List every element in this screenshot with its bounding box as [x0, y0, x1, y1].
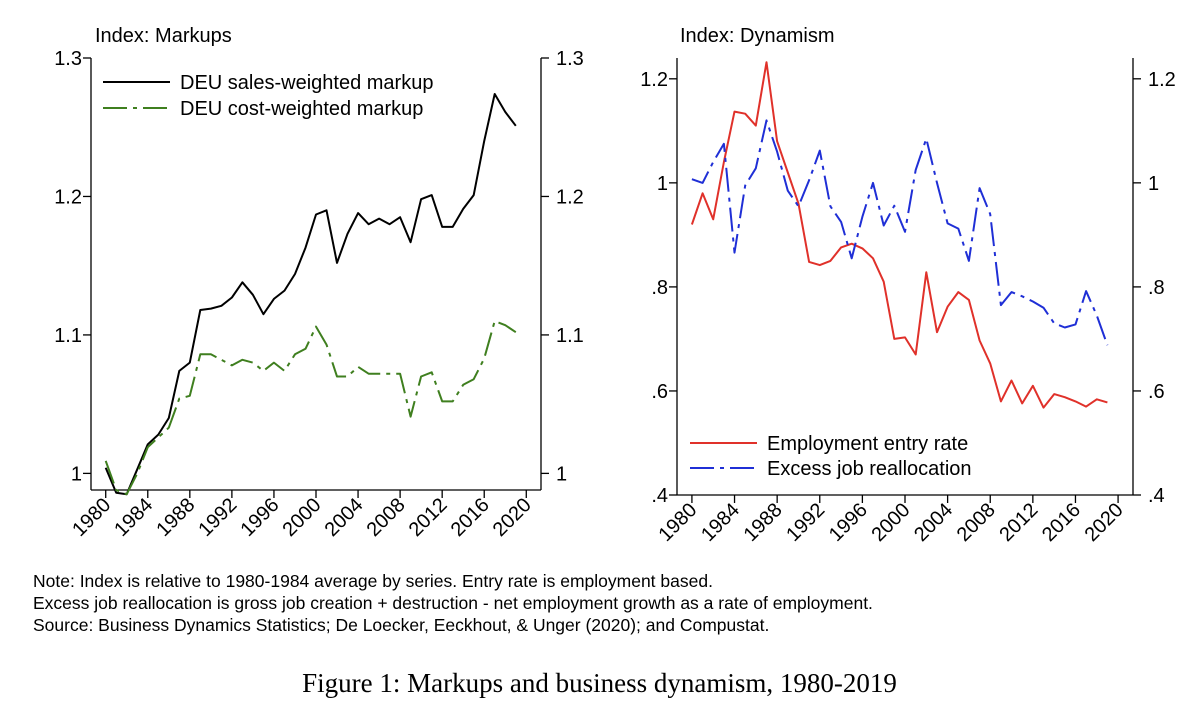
legend-label-cost-weighted: DEU cost-weighted markup	[180, 98, 423, 120]
dynamism-panel: Index: Dynamism .4 .4 .6 .6 .8 .8 1 1 1.2 1.2 198…	[640, 25, 1176, 546]
markups-y-ticks: 1 1 1.1 1.1 1.2 1.2 1.3 1.3	[54, 48, 584, 485]
dynamism-xtick-label-4: 1996	[825, 499, 872, 546]
markups-xtick-label-9: 2016	[447, 494, 494, 541]
dynamism-ytick-label-left-0: .4	[651, 485, 668, 507]
markups-ytick-label-left-1: 1.1	[54, 325, 82, 347]
figure-panels: Index: Markups 1 1 1.1 1.1 1.2 1.2 1.3 1.3 1980…	[54, 25, 1176, 546]
figure-caption: Figure 1: Markups and business dynamism,…	[302, 668, 897, 698]
dynamism-xtick-label-3: 1992	[782, 499, 829, 546]
dynamism-xtick-label-1: 1984	[697, 499, 744, 546]
note-line-1: Note: Index is relative to 1980-1984 ave…	[33, 571, 713, 591]
markups-xtick-label-7: 2008	[363, 494, 410, 541]
legend-label-excess-reallocation: Excess job reallocation	[767, 458, 972, 480]
dynamism-xtick-label-7: 2008	[953, 499, 1000, 546]
dynamism-ytick-label-right-0: .4	[1148, 485, 1165, 507]
dynamism-ytick-label-left-1: .6	[651, 381, 668, 403]
dynamism-ytick-label-left-4: 1.2	[640, 69, 668, 91]
dynamism-panel-title: Index: Dynamism	[680, 25, 835, 47]
dynamism-xtick-label-8: 2012	[995, 499, 1042, 546]
dynamism-ytick-label-right-3: 1	[1148, 173, 1159, 195]
note-line-2: Excess job reallocation is gross job cre…	[33, 593, 873, 613]
dynamism-ytick-label-left-2: .8	[651, 277, 668, 299]
dynamism-xtick-label-10: 2020	[1081, 499, 1128, 546]
dynamism-ytick-label-left-3: 1	[657, 173, 668, 195]
markups-ytick-label-right-1: 1.1	[556, 325, 584, 347]
markups-ytick-label-left-3: 1.3	[54, 48, 82, 70]
dynamism-series-line-0	[690, 61, 1108, 409]
markups-ytick-label-right-0: 1	[556, 463, 567, 485]
dynamism-ytick-label-right-1: .6	[1148, 381, 1165, 403]
markups-panel: Index: Markups 1 1 1.1 1.1 1.2 1.2 1.3 1.3 1980…	[54, 25, 584, 541]
markups-xtick-label-3: 1992	[194, 494, 241, 541]
legend-label-sales-weighted: DEU sales-weighted markup	[180, 72, 433, 94]
dynamism-ytick-label-right-2: .8	[1148, 277, 1165, 299]
markups-xtick-label-2: 1988	[152, 494, 199, 541]
dynamism-xtick-label-2: 1988	[740, 499, 787, 546]
dynamism-ytick-label-right-4: 1.2	[1148, 69, 1176, 91]
markups-panel-title: Index: Markups	[95, 25, 232, 47]
dynamism-y-ticks: .4 .4 .6 .6 .8 .8 1 1 1.2 1.2	[640, 69, 1176, 507]
markups-series-line-0	[104, 93, 517, 496]
markups-xtick-label-5: 2000	[279, 494, 326, 541]
markups-ytick-label-right-2: 1.2	[556, 186, 584, 208]
markups-ytick-label-right-3: 1.3	[556, 48, 584, 70]
dynamism-x-ticks: 1980198419881992199620002004200820122016…	[654, 495, 1128, 546]
markups-xtick-label-1: 1984	[110, 494, 157, 541]
dynamism-xtick-label-5: 2000	[868, 499, 915, 546]
legend-label-entry-rate: Employment entry rate	[767, 433, 968, 455]
markups-series	[104, 93, 517, 496]
dynamism-xtick-label-9: 2016	[1038, 499, 1085, 546]
markups-ytick-label-left-2: 1.2	[54, 186, 82, 208]
markups-xtick-label-4: 1996	[236, 494, 283, 541]
markups-xtick-label-8: 2012	[405, 494, 452, 541]
dynamism-series-line-1	[691, 119, 1109, 346]
markups-xtick-label-6: 2004	[321, 494, 368, 541]
markups-xtick-label-10: 2020	[489, 494, 536, 541]
markups-x-ticks: 1980198419881992199620002004200820122016…	[68, 490, 536, 541]
note-line-3: Source: Business Dynamics Statistics; De…	[33, 615, 770, 635]
dynamism-legend: Employment entry rate Excess job realloc…	[690, 433, 972, 480]
markups-ytick-label-left-0: 1	[71, 463, 82, 485]
dynamism-series	[690, 61, 1109, 409]
markups-series-line-1	[104, 320, 517, 496]
markups-legend: DEU sales-weighted markup DEU cost-weigh…	[103, 72, 433, 120]
markups-xtick-label-0: 1980	[68, 494, 115, 541]
dynamism-xtick-label-6: 2004	[910, 499, 957, 546]
